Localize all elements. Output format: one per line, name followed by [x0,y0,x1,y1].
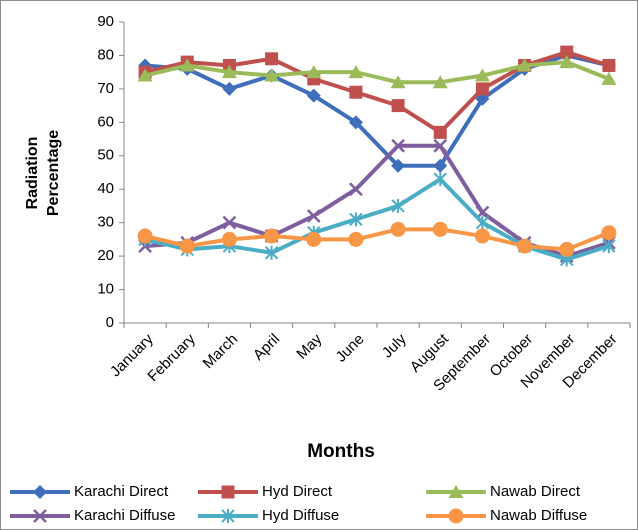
marker [601,71,617,85]
marker [433,138,448,153]
legend-marker [448,485,464,498]
marker [391,138,405,153]
marker [349,85,363,99]
legend-label: Karachi Diffuse [74,507,175,524]
marker [391,158,406,173]
marker [432,221,448,237]
marker [559,55,575,69]
marker [348,65,364,79]
marker [221,65,237,79]
marker [179,238,195,254]
marker [264,68,280,82]
marker [517,58,533,72]
y-tick-label: 90 [97,13,114,30]
series [137,221,617,257]
marker [391,99,405,113]
marker [432,75,448,89]
marker [222,81,237,96]
legend-marker [448,508,464,524]
marker [221,231,237,247]
marker [222,215,237,230]
marker [474,68,490,82]
marker [560,45,574,59]
marker [391,198,405,213]
legend-marker [33,509,47,523]
marker [348,115,363,130]
marker [390,221,406,237]
y-tick-label: 10 [97,281,114,298]
legend-marker [221,509,235,523]
marker [306,65,322,79]
marker [433,125,447,139]
legend-marker [33,485,47,499]
series [137,55,617,89]
x-axis-title: Months [307,441,375,462]
legend-label: Hyd Diffuse [262,507,339,524]
marker [517,238,533,254]
marker [602,58,616,72]
marker [601,225,617,241]
marker [264,228,280,244]
marker [475,82,489,96]
marker [474,228,490,244]
y-tick-label: 80 [97,46,114,63]
marker [475,91,490,106]
y-tick-label: 40 [97,180,114,197]
marker [179,58,195,72]
y-axis-title: Percentage [45,130,62,216]
series-line [144,60,610,85]
y-tick-label: 0 [106,314,114,331]
marker [348,231,364,247]
y-tick-label: 30 [97,214,114,231]
y-tick-label: 50 [97,147,114,164]
marker [390,75,406,89]
marker [306,209,321,223]
marker [349,182,363,197]
marker [559,241,575,257]
marker [306,88,321,103]
legend-label: Nawab Direct [490,483,581,500]
legend-label: Nawab Diffuse [490,507,587,524]
marker [475,215,490,230]
y-tick-label: 60 [97,113,114,130]
marker [264,245,279,260]
marker [137,68,153,82]
y-tick-label: 70 [97,80,114,97]
legend-label: Hyd Direct [262,483,333,500]
marker [433,172,447,187]
y-tick-label: 20 [97,247,114,264]
marker [349,212,363,227]
marker [306,231,322,247]
legend-marker [221,485,235,499]
marker [137,228,153,244]
y-axis-title: Radiation [24,137,41,210]
marker [602,239,616,254]
marker [265,52,279,66]
legend-label: Karachi Direct [74,483,169,500]
marker [433,158,448,173]
